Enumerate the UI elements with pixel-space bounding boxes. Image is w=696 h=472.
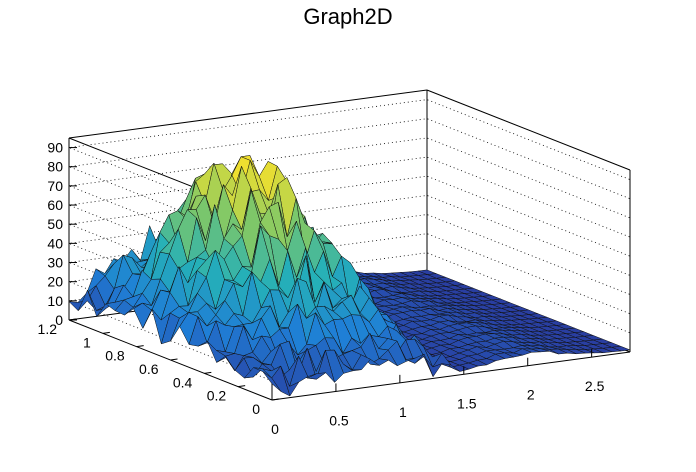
- z-tick-label: 80: [47, 159, 63, 175]
- x-tick-label: 1.5: [457, 395, 477, 411]
- right-top-edge: [426, 89, 631, 171]
- x-axis-line: [271, 351, 631, 401]
- y-tick-mark: [68, 318, 77, 321]
- z-gridline: [67, 118, 631, 248]
- z-gridline: [67, 252, 631, 382]
- x-tick-label: 2: [527, 387, 535, 403]
- y-tick-label: 0.2: [207, 388, 227, 404]
- y-tick-label: 0.4: [173, 374, 193, 390]
- z-tick-label: 40: [47, 235, 63, 251]
- x-tick-label: 1: [399, 404, 407, 420]
- z-gridline: [67, 99, 631, 228]
- z-tick-label: 50: [47, 216, 63, 232]
- z-gridline: [67, 194, 631, 324]
- z-axis-ticks: 0 10 20 30 40 50 60 70 80 90: [47, 140, 77, 328]
- z-gridline: [67, 156, 631, 286]
- z-gridline: [67, 214, 631, 343]
- y-tick-mark: [102, 331, 110, 334]
- z-gridline: [67, 137, 631, 267]
- z-tick-label: 30: [47, 255, 63, 271]
- y-tick-label: 0.8: [105, 348, 125, 364]
- y-tick-mark: [271, 398, 280, 401]
- x-axis-ticks: 0 0.5 1 1.5 2 2.5: [271, 349, 605, 437]
- y-tick-mark: [238, 385, 246, 388]
- surface-mesh: [68, 154, 631, 397]
- y-tick-label: 0: [252, 401, 260, 417]
- z-tick-label: 90: [47, 140, 63, 156]
- z-tick-label: 20: [47, 274, 63, 290]
- z-tick-label: 10: [47, 293, 63, 309]
- y-axis-ticks: 0 0.2 0.4 0.6 0.8 1 1.2: [38, 318, 280, 417]
- x-tick-label: 0: [271, 421, 279, 437]
- surface-cell: [262, 371, 282, 392]
- y-tick-label: 1: [83, 334, 91, 350]
- y-tick-mark: [170, 358, 178, 361]
- chart-title: Graph2D: [303, 4, 392, 29]
- z-gridlines: [67, 99, 631, 382]
- z-gridline: [67, 233, 631, 363]
- x-tick-label: 2.5: [585, 378, 605, 394]
- x-tick-label: 0.5: [329, 412, 349, 428]
- back-top-edge: [68, 89, 428, 139]
- y-tick-mark: [136, 345, 144, 348]
- z-gridline: [67, 175, 631, 305]
- z-tick-label: 70: [47, 178, 63, 194]
- z-tick-label: 60: [47, 197, 63, 213]
- y-tick-mark: [204, 371, 212, 374]
- y-tick-label: 1.2: [38, 321, 58, 337]
- y-tick-label: 0.6: [139, 361, 159, 377]
- z-tick-label: 0: [55, 312, 63, 328]
